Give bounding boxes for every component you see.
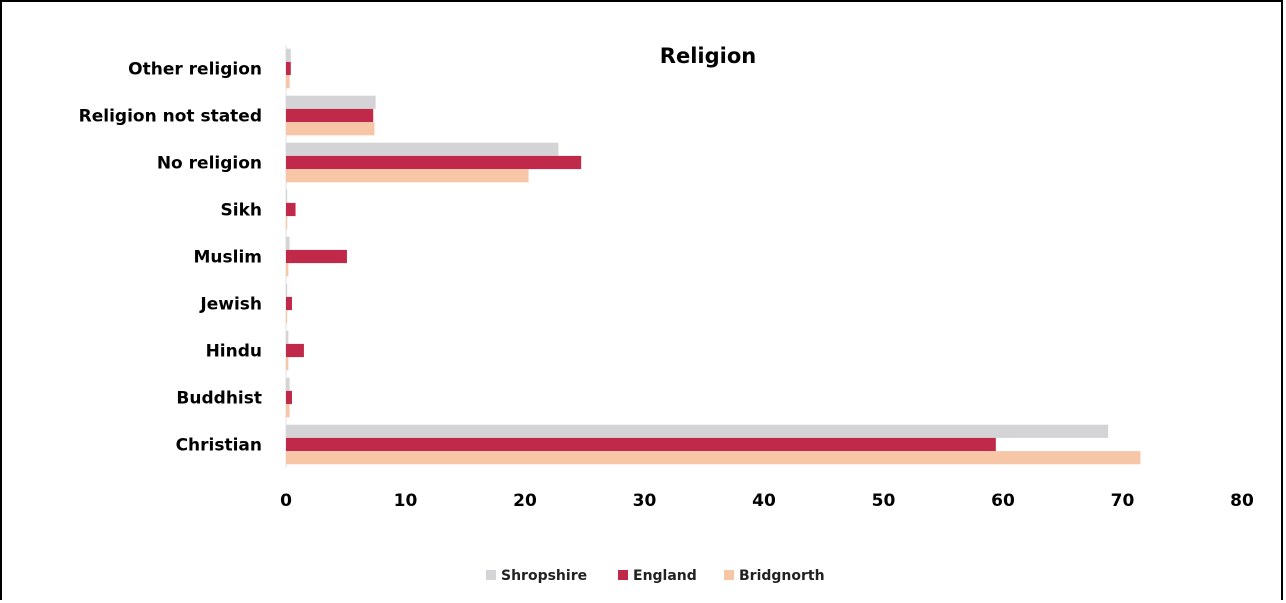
x-tick-label: 10 bbox=[394, 491, 418, 511]
legend-label-england: England bbox=[633, 568, 697, 584]
category-label: Muslim bbox=[193, 248, 262, 268]
category-label: Other religion bbox=[128, 60, 262, 80]
bar-bridgnorth-religion-not-stated bbox=[286, 122, 375, 136]
category-label: Sikh bbox=[221, 201, 262, 221]
bar-england-sikh bbox=[286, 202, 296, 217]
x-tick-labels: 0 10 20 30 40 50 60 70 80 bbox=[280, 491, 1254, 511]
legend-swatch-shropshire bbox=[486, 570, 496, 580]
legend-label-bridgnorth: Bridgnorth bbox=[739, 568, 825, 584]
bar-england-hindu bbox=[286, 343, 304, 358]
bar-bridgnorth-sikh bbox=[286, 216, 288, 230]
bar-england-muslim bbox=[286, 249, 347, 264]
bar-england-buddhist bbox=[286, 390, 292, 405]
legend-label-shropshire: Shropshire bbox=[501, 568, 587, 584]
bar-shropshire-other-religion bbox=[286, 48, 291, 62]
x-tick-label: 60 bbox=[991, 491, 1015, 511]
bar-england-jewish bbox=[286, 296, 292, 311]
x-tick-label: 30 bbox=[633, 491, 657, 511]
category-label: Jewish bbox=[199, 295, 262, 315]
bar-bridgnorth-hindu bbox=[286, 357, 289, 371]
bar-england-religion-not-stated bbox=[286, 108, 374, 123]
x-tick-label: 20 bbox=[513, 491, 537, 511]
x-tick-label: 50 bbox=[872, 491, 896, 511]
bar-bridgnorth-christian bbox=[286, 451, 1141, 465]
bar-bridgnorth-jewish bbox=[286, 310, 288, 324]
legend-swatch-england bbox=[618, 570, 628, 580]
bar-shropshire-religion-not-stated bbox=[286, 95, 376, 109]
category-label: No religion bbox=[157, 154, 262, 174]
category-label: Buddhist bbox=[176, 389, 262, 409]
chart-title: Religion bbox=[660, 44, 756, 68]
legend: Shropshire England Bridgnorth bbox=[486, 568, 825, 584]
bar-shropshire-christian bbox=[286, 424, 1109, 438]
x-tick-label: 70 bbox=[1111, 491, 1135, 511]
x-tick-label: 40 bbox=[752, 491, 776, 511]
bar-england-no-religion bbox=[286, 155, 582, 170]
bar-shropshire-hindu bbox=[286, 330, 289, 344]
bar-shropshire-buddhist bbox=[286, 377, 290, 391]
bar-shropshire-jewish bbox=[286, 283, 288, 297]
bar-england-christian bbox=[286, 437, 996, 452]
category-label: Religion not stated bbox=[79, 107, 262, 127]
bar-bridgnorth-buddhist bbox=[286, 404, 290, 418]
bar-bridgnorth-muslim bbox=[286, 263, 289, 277]
category-label: Christian bbox=[176, 436, 262, 456]
x-tick-label: 0 bbox=[280, 491, 292, 511]
bars-group bbox=[285, 45, 1141, 468]
category-labels: Other religion Religion not stated No reli… bbox=[79, 60, 262, 456]
bar-shropshire-no-religion bbox=[286, 142, 559, 156]
bar-bridgnorth-no-religion bbox=[286, 169, 529, 183]
legend-swatch-bridgnorth bbox=[724, 570, 734, 580]
x-tick-label: 80 bbox=[1230, 491, 1254, 511]
bar-shropshire-sikh bbox=[286, 189, 288, 203]
bar-bridgnorth-other-religion bbox=[286, 75, 290, 89]
category-label: Hindu bbox=[206, 342, 262, 362]
bar-shropshire-muslim bbox=[286, 236, 290, 250]
bar-england-other-religion bbox=[286, 61, 291, 76]
